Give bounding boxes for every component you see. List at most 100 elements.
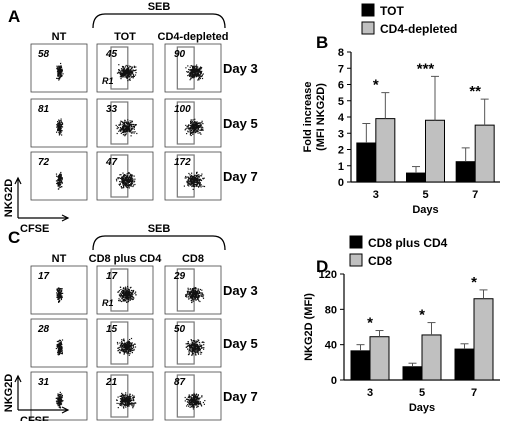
event-dot — [127, 127, 129, 129]
event-dot — [59, 343, 62, 345]
event-dot — [198, 68, 200, 70]
event-dot — [123, 73, 125, 75]
plot-frame — [96, 43, 154, 93]
event-dot — [127, 396, 129, 398]
event-dot — [128, 179, 130, 181]
event-dot — [130, 347, 132, 349]
event-dot — [127, 287, 129, 289]
event-dot — [126, 301, 128, 303]
event-dot — [56, 289, 58, 291]
event-dot — [58, 121, 60, 123]
event-dot — [125, 342, 127, 345]
event-dot — [119, 342, 121, 344]
event-dot — [196, 350, 198, 352]
event-dot — [200, 186, 202, 188]
event-dot — [123, 174, 125, 176]
event-dot — [127, 398, 129, 400]
event-dot — [196, 293, 198, 295]
event-dot — [121, 295, 123, 297]
bar — [375, 118, 396, 183]
event-dot — [191, 177, 193, 179]
event-dot — [59, 69, 61, 71]
event-dot — [199, 122, 201, 124]
event-dot — [191, 397, 193, 399]
event-dot — [198, 71, 200, 73]
column-header: NT — [52, 253, 67, 265]
x-axis-label: CFSE — [20, 415, 49, 421]
event-dot — [188, 345, 191, 347]
event-dot — [195, 403, 197, 405]
event-dot — [59, 339, 61, 341]
mfi-value: 90 — [174, 49, 186, 60]
event-dot — [126, 76, 128, 78]
event-dot — [130, 178, 132, 181]
event-dot — [195, 288, 197, 290]
mfi-value: 15 — [106, 324, 118, 335]
event-dot — [59, 399, 61, 401]
plot-frame — [164, 371, 222, 421]
event-dot — [60, 292, 63, 294]
event-dot — [124, 179, 126, 181]
event-dot — [59, 296, 61, 298]
event-dot — [117, 347, 119, 349]
event-dot — [130, 402, 132, 404]
event-dot — [191, 181, 193, 183]
event-dot — [134, 346, 137, 348]
event-dot — [124, 128, 126, 130]
event-dot — [120, 346, 123, 348]
event-dot — [132, 128, 134, 130]
event-dot — [195, 397, 197, 399]
event-dot — [191, 70, 193, 72]
event-dot — [197, 352, 199, 354]
event-dot — [116, 180, 118, 182]
event-dot — [193, 178, 195, 180]
dot-plot: 72 — [30, 151, 88, 201]
event-dot — [118, 349, 120, 351]
event-dot — [60, 298, 62, 301]
event-dot — [191, 401, 193, 403]
event-dot — [202, 294, 205, 296]
event-dot — [57, 400, 59, 402]
event-dot — [120, 403, 122, 405]
panel-letter-a: A — [8, 7, 20, 26]
event-dot — [124, 402, 126, 405]
event-dot — [197, 185, 199, 187]
event-dot — [120, 72, 122, 74]
event-dot — [187, 345, 189, 347]
event-dot — [59, 339, 61, 342]
event-dot — [189, 79, 191, 81]
event-dot — [192, 130, 194, 132]
event-dot — [120, 71, 122, 73]
event-dot — [123, 350, 125, 352]
event-dot — [130, 70, 132, 72]
event-dot — [57, 349, 59, 351]
event-dot — [118, 71, 120, 73]
event-dot — [121, 128, 123, 130]
event-dot — [201, 74, 203, 76]
event-dot — [190, 297, 192, 299]
event-dot — [62, 292, 64, 294]
event-dot — [130, 125, 133, 127]
event-dot — [128, 354, 130, 356]
event-dot — [119, 183, 121, 185]
event-dot — [125, 176, 127, 178]
event-dot — [197, 69, 199, 71]
event-dot — [131, 175, 133, 177]
event-dot — [127, 398, 130, 401]
event-dot — [58, 287, 60, 289]
event-dot — [199, 71, 201, 74]
event-dot — [122, 75, 124, 77]
event-dot — [193, 76, 195, 78]
event-dot — [56, 124, 58, 126]
event-dot — [118, 177, 120, 179]
event-dot — [194, 72, 196, 74]
event-dot — [199, 77, 201, 79]
event-dot — [124, 404, 127, 406]
event-dot — [120, 132, 122, 134]
event-dot — [119, 403, 121, 405]
event-dot — [196, 126, 198, 128]
event-dot — [119, 129, 121, 131]
event-dot — [121, 399, 123, 401]
event-dot — [192, 342, 194, 344]
